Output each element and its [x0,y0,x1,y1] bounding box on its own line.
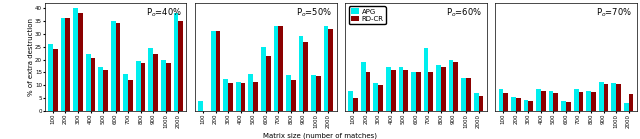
Bar [511,97,516,111]
Bar [141,63,145,111]
Bar [278,26,283,111]
Bar [479,96,483,111]
Bar [399,67,403,111]
Bar [579,92,583,111]
Bar [273,26,278,111]
Bar [148,48,153,111]
Bar [48,44,53,111]
Bar [466,78,471,111]
Bar [441,67,445,111]
Bar [436,65,441,111]
Bar [591,92,596,111]
Bar [566,102,571,111]
Bar [153,54,158,111]
Bar [548,90,554,111]
Bar [353,98,358,111]
Bar [449,60,454,111]
Bar [391,70,396,111]
Bar [503,93,508,111]
Bar [111,21,116,111]
Text: P$_o$=50%: P$_o$=50% [296,6,332,18]
Bar [365,72,371,111]
Legend: APG, RD-CR: APG, RD-CR [349,6,386,24]
Bar [536,89,541,111]
Bar [586,90,591,111]
Bar [90,58,95,111]
Bar [253,81,258,111]
Bar [216,31,220,111]
Bar [286,75,291,111]
Bar [173,13,179,111]
Bar [261,47,266,111]
Bar [166,63,170,111]
Y-axis label: % of extra destruction: % of extra destruction [28,18,34,96]
Bar [303,42,308,111]
Bar [99,67,103,111]
Bar [461,78,466,111]
Bar [411,72,416,111]
Bar [524,100,529,111]
Text: P$_o$=70%: P$_o$=70% [596,6,632,18]
Bar [624,103,628,111]
Bar [198,101,203,111]
Bar [611,83,616,111]
Bar [299,36,303,111]
Bar [291,80,296,111]
Bar [116,23,120,111]
Bar [228,83,233,111]
Text: P$_o$=60%: P$_o$=60% [446,6,483,18]
Bar [161,60,166,111]
Bar [223,79,228,111]
Bar [604,84,609,111]
Bar [78,13,83,111]
Bar [573,89,579,111]
Bar [241,83,245,111]
Bar [136,61,141,111]
Text: P$_o$=40%: P$_o$=40% [146,6,182,18]
Bar [499,89,503,111]
Bar [554,93,558,111]
Bar [403,70,408,111]
Bar [386,67,391,111]
Bar [424,48,428,111]
Bar [599,81,604,111]
Bar [428,72,433,111]
Bar [236,81,241,111]
Bar [179,21,183,111]
Bar [103,70,108,111]
Bar [61,18,65,111]
Bar [324,26,328,111]
Bar [474,93,479,111]
Bar [378,85,383,111]
Bar [561,101,566,111]
Bar [616,84,621,111]
Bar [211,31,216,111]
Bar [124,74,128,111]
Bar [454,62,458,111]
Bar [516,98,520,111]
Bar [416,72,420,111]
Bar [266,56,271,111]
Bar [529,101,533,111]
Bar [374,83,378,111]
Bar [248,74,253,111]
Text: Matrix size (number of matches): Matrix size (number of matches) [263,132,377,139]
Bar [348,90,353,111]
Bar [541,90,546,111]
Bar [53,49,58,111]
Bar [86,54,90,111]
Bar [65,18,70,111]
Bar [73,8,78,111]
Bar [628,94,634,111]
Bar [311,75,316,111]
Bar [328,29,333,111]
Bar [128,80,133,111]
Bar [361,62,365,111]
Bar [316,76,321,111]
